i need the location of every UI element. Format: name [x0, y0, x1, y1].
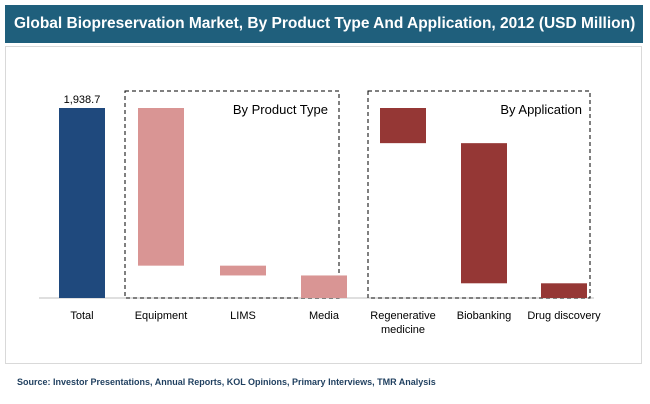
- category-label-media: Media: [309, 310, 340, 322]
- category-label-lims: LIMS: [230, 310, 256, 322]
- source-note: Source: Investor Presentations, Annual R…: [17, 377, 436, 387]
- category-label-equipment: Equipment: [135, 310, 188, 322]
- category-label-total: Total: [70, 310, 93, 322]
- waterfall-chart: By Product Type By Application 1,938.7 T…: [39, 90, 601, 336]
- bar-equipment: [138, 108, 184, 266]
- category-labels-layer: Total Equipment LIMS Media Regenerative medic…: [70, 310, 601, 336]
- category-label-regenerative-medicine: Regenerative medicine: [370, 310, 435, 336]
- category-label-drug-discovery: Drug discovery: [527, 310, 601, 322]
- group-box-product-type: [124, 90, 340, 299]
- bars-layer: 1,938.7: [59, 94, 587, 298]
- group-label-application: By Application: [500, 102, 582, 117]
- category-label-biobanking: Biobanking: [457, 310, 511, 322]
- bar-lims: [220, 265, 266, 276]
- bar-total: [59, 108, 105, 298]
- bar-drug-discovery: [541, 283, 587, 298]
- bar-biobanking: [461, 143, 507, 284]
- chart-area: By Product Type By Application 1,938.7 T…: [5, 46, 642, 364]
- bar-media: [301, 275, 347, 298]
- data-label-total: 1,938.7: [64, 94, 101, 106]
- group-box-application: [367, 90, 591, 299]
- bar-regenerative-medicine: [380, 108, 426, 144]
- group-label-product-type: By Product Type: [233, 102, 328, 117]
- chart-title: Global Biopreservation Market, By Produc…: [5, 5, 643, 43]
